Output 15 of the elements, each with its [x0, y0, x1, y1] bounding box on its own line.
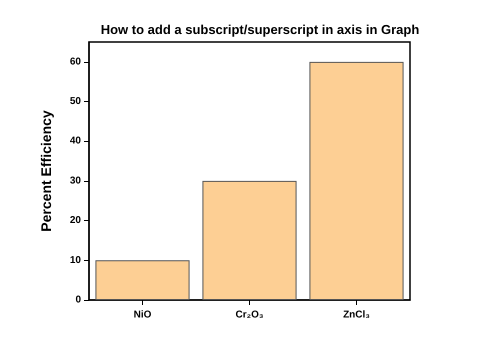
y-tick-label: 10 [70, 254, 82, 266]
y-tick-label: 40 [70, 136, 82, 147]
y-tick-label: 50 [70, 96, 82, 108]
y-tick-label: 20 [70, 215, 82, 226]
x-tick-label: Cr₂O₃ [236, 310, 264, 320]
bar [95, 260, 190, 300]
chart-title: How to add a subscript/superscript in axis in Graph [100, 22, 420, 37]
y-axis-title: Percent Efficiency [38, 110, 54, 232]
y-tick-label: 0 [75, 294, 82, 306]
bar [202, 180, 297, 300]
bar [309, 62, 404, 300]
x-tick-label: ZnCl₃ [343, 310, 370, 320]
y-tick-label: 60 [70, 56, 82, 68]
x-tick-label: NiO [134, 310, 152, 320]
y-tick-label: 30 [70, 175, 82, 186]
